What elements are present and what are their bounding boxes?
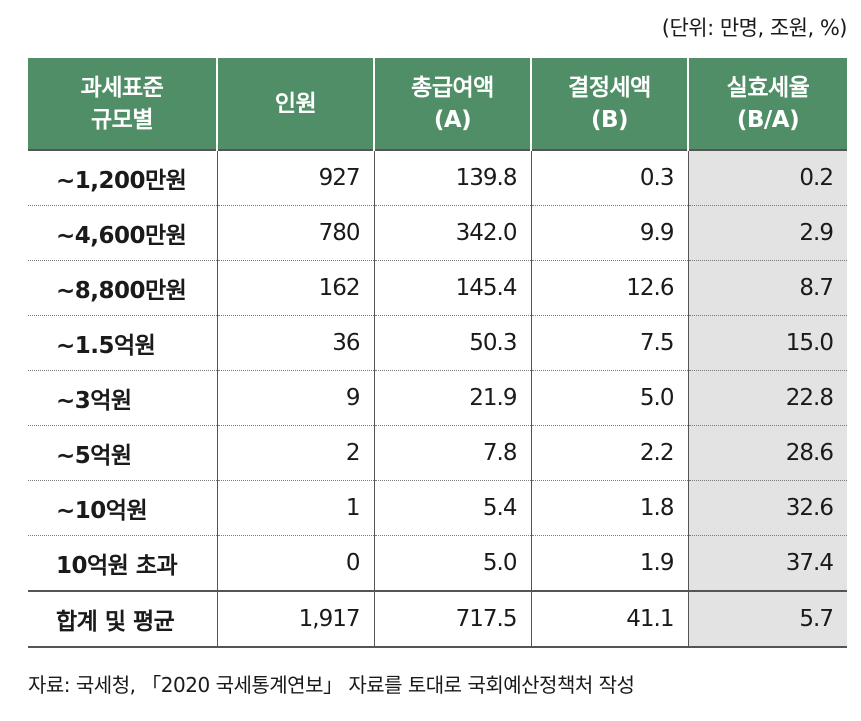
determined-tax-cell: 7.5 bbox=[530, 315, 688, 371]
header-line: 실효세율 bbox=[726, 74, 810, 101]
table-row: ~3억원 9 21.9 5.0 22.8 bbox=[28, 370, 847, 426]
total-wage-cell: 139.8 bbox=[373, 149, 531, 206]
bracket-cell: ~10억원 bbox=[28, 480, 217, 536]
determined-tax-cell: 1.8 bbox=[530, 480, 688, 536]
header-line: 규모별 bbox=[91, 106, 153, 133]
header-tax-bracket: 과세표준 규모별 bbox=[28, 58, 217, 150]
header-line: 과세표준 bbox=[80, 74, 164, 101]
header-persons: 인원 bbox=[216, 58, 374, 150]
determined-tax-cell: 0.3 bbox=[530, 149, 688, 206]
bracket-cell: ~1.5억원 bbox=[28, 315, 217, 371]
determined-tax-cell: 1.9 bbox=[530, 535, 688, 592]
total-wage-cell: 145.4 bbox=[373, 260, 531, 316]
header-determined-tax: 결정세액 (B) bbox=[530, 58, 688, 150]
total-row: 합계 및 평균 1,917 717.5 41.1 5.7 bbox=[28, 590, 847, 648]
determined-tax-cell: 2.2 bbox=[530, 425, 688, 481]
table-row: ~1.5억원 36 50.3 7.5 15.0 bbox=[28, 315, 847, 371]
persons-cell: 780 bbox=[216, 205, 374, 261]
persons-cell: 162 bbox=[216, 260, 374, 316]
total-persons-cell: 1,917 bbox=[216, 590, 374, 648]
persons-cell: 36 bbox=[216, 315, 374, 371]
bracket-cell: ~5억원 bbox=[28, 425, 217, 481]
header-line: (B/A) bbox=[736, 106, 800, 133]
effective-rate-cell: 28.6 bbox=[687, 425, 847, 481]
table-row: 10억원 초과 0 5.0 1.9 37.4 bbox=[28, 535, 847, 592]
header-effective-rate: 실효세율 (B/A) bbox=[687, 58, 847, 150]
total-wage-cell: 7.8 bbox=[373, 425, 531, 481]
bracket-cell: 10억원 초과 bbox=[28, 535, 217, 592]
persons-cell: 0 bbox=[216, 535, 374, 592]
table-row: ~4,600만원 780 342.0 9.9 2.9 bbox=[28, 205, 847, 261]
tax-statistics-table: 과세표준 규모별 인원 총급여액 (A) 결정세액 (B) 실효세율 (B/A)… bbox=[28, 58, 847, 648]
bracket-cell: ~3억원 bbox=[28, 370, 217, 426]
total-wage-cell: 5.0 bbox=[373, 535, 531, 592]
persons-cell: 2 bbox=[216, 425, 374, 481]
bracket-cell: ~4,600만원 bbox=[28, 205, 217, 261]
effective-rate-cell: 2.9 bbox=[687, 205, 847, 261]
table-row: ~1,200만원 927 139.8 0.3 0.2 bbox=[28, 149, 847, 206]
persons-cell: 1 bbox=[216, 480, 374, 536]
determined-tax-cell: 12.6 bbox=[530, 260, 688, 316]
total-wage-cell: 342.0 bbox=[373, 205, 531, 261]
average-rate-cell: 5.7 bbox=[687, 590, 847, 648]
unit-note: (단위: 만명, 조원, %) bbox=[661, 16, 848, 40]
total-wage-cell: 5.4 bbox=[373, 480, 531, 536]
header-total-wage: 총급여액 (A) bbox=[373, 58, 531, 150]
effective-rate-cell: 32.6 bbox=[687, 480, 847, 536]
effective-rate-cell: 8.7 bbox=[687, 260, 847, 316]
total-wage-cell: 50.3 bbox=[373, 315, 531, 371]
table-row: ~5억원 2 7.8 2.2 28.6 bbox=[28, 425, 847, 481]
total-tax-sum-cell: 41.1 bbox=[530, 590, 688, 648]
effective-rate-cell: 15.0 bbox=[687, 315, 847, 371]
effective-rate-cell: 22.8 bbox=[687, 370, 847, 426]
header-line: (B) bbox=[590, 106, 629, 133]
header-row: 과세표준 규모별 인원 총급여액 (A) 결정세액 (B) 실효세율 (B/A) bbox=[28, 58, 847, 150]
determined-tax-cell: 9.9 bbox=[530, 205, 688, 261]
header-line: 인원 bbox=[274, 90, 317, 117]
total-label-cell: 합계 및 평균 bbox=[28, 590, 217, 648]
header-line: 총급여액 bbox=[411, 74, 494, 101]
total-wage-cell: 21.9 bbox=[373, 370, 531, 426]
source-note: 자료: 국세청, 「2020 국세통계연보」 자료를 토대로 국회예산정책처 작… bbox=[28, 673, 635, 697]
header-line: (A) bbox=[433, 106, 472, 133]
bracket-cell: ~1,200만원 bbox=[28, 149, 217, 206]
persons-cell: 9 bbox=[216, 370, 374, 426]
persons-cell: 927 bbox=[216, 149, 374, 206]
header-line: 결정세액 bbox=[568, 74, 651, 101]
table-row: ~8,800만원 162 145.4 12.6 8.7 bbox=[28, 260, 847, 316]
total-wage-sum-cell: 717.5 bbox=[373, 590, 531, 648]
effective-rate-cell: 0.2 bbox=[687, 149, 847, 206]
determined-tax-cell: 5.0 bbox=[530, 370, 688, 426]
bracket-cell: ~8,800만원 bbox=[28, 260, 217, 316]
table-row: ~10억원 1 5.4 1.8 32.6 bbox=[28, 480, 847, 536]
effective-rate-cell: 37.4 bbox=[687, 535, 847, 592]
